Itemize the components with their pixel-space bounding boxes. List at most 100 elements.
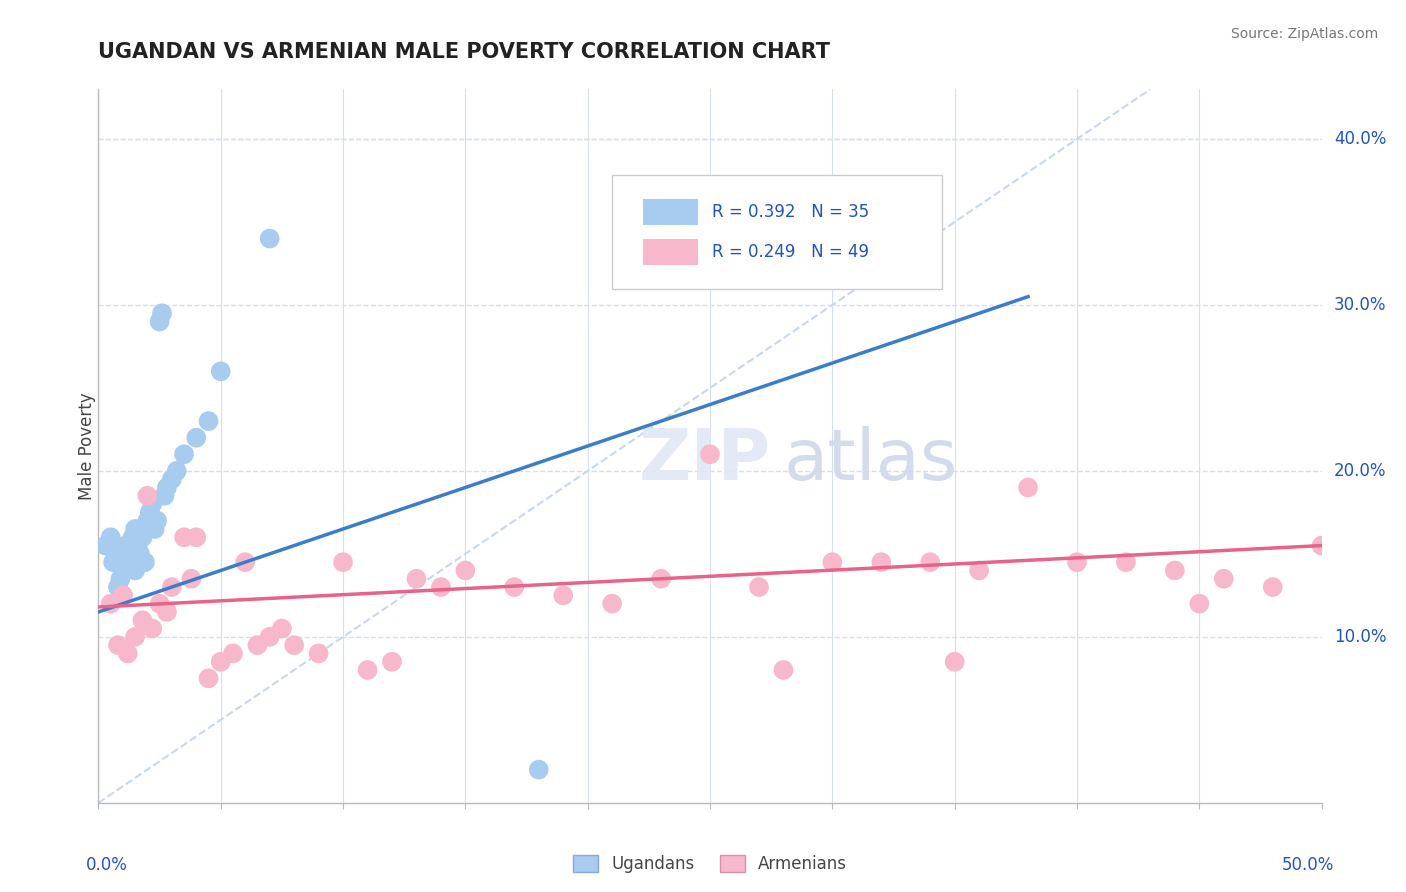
Armenians — [1115, 555, 1137, 569]
Armenians — [699, 447, 721, 461]
Armenians — [381, 655, 404, 669]
Armenians — [920, 555, 942, 569]
Ugandans — [173, 447, 195, 461]
Ugandans — [136, 514, 159, 528]
Ugandans — [146, 514, 169, 528]
Text: R = 0.249   N = 49: R = 0.249 N = 49 — [713, 243, 869, 260]
Armenians — [1261, 580, 1284, 594]
Ugandans — [94, 539, 117, 553]
Ugandans — [129, 547, 152, 561]
Text: 20.0%: 20.0% — [1334, 462, 1386, 480]
Armenians — [100, 597, 122, 611]
Armenians — [600, 597, 623, 611]
Armenians — [356, 663, 378, 677]
Armenians — [180, 572, 202, 586]
Armenians — [503, 580, 526, 594]
FancyBboxPatch shape — [643, 199, 697, 225]
Armenians — [131, 613, 153, 627]
Ugandans — [160, 472, 183, 486]
Armenians — [270, 622, 294, 636]
Armenians — [1017, 481, 1039, 495]
Armenians — [1164, 564, 1187, 578]
Armenians — [405, 572, 427, 586]
Ugandans — [121, 530, 143, 544]
Text: 40.0%: 40.0% — [1334, 130, 1386, 148]
Ugandans — [110, 572, 132, 586]
Text: 0.0%: 0.0% — [86, 856, 128, 874]
Armenians — [107, 638, 129, 652]
Ugandans — [166, 464, 188, 478]
Armenians — [160, 580, 183, 594]
Armenians — [233, 555, 256, 569]
Armenians — [124, 630, 146, 644]
Ugandans — [209, 364, 232, 378]
Armenians — [222, 647, 245, 661]
Ugandans — [107, 580, 129, 594]
Ugandans — [156, 481, 179, 495]
Text: ZIP: ZIP — [638, 425, 772, 495]
Text: R = 0.392   N = 35: R = 0.392 N = 35 — [713, 203, 870, 221]
Ugandans — [111, 564, 134, 578]
Armenians — [156, 605, 179, 619]
Armenians — [454, 564, 477, 578]
Armenians — [870, 555, 893, 569]
Armenians — [197, 671, 219, 685]
Armenians — [308, 647, 330, 661]
Armenians — [259, 630, 281, 644]
Ugandans — [150, 306, 173, 320]
Text: 50.0%: 50.0% — [1281, 856, 1334, 874]
Text: 10.0%: 10.0% — [1334, 628, 1386, 646]
Armenians — [332, 555, 354, 569]
Ugandans — [134, 555, 156, 569]
Armenians — [1212, 572, 1234, 586]
Y-axis label: Male Poverty: Male Poverty — [79, 392, 96, 500]
Ugandans — [117, 547, 139, 561]
Text: 30.0%: 30.0% — [1334, 296, 1386, 314]
Ugandans — [149, 314, 172, 328]
Armenians — [246, 638, 269, 652]
Ugandans — [141, 497, 163, 511]
Ugandans — [143, 522, 166, 536]
Armenians — [141, 622, 163, 636]
Ugandans — [124, 564, 146, 578]
FancyBboxPatch shape — [612, 175, 942, 289]
Armenians — [943, 655, 966, 669]
Ugandans — [527, 763, 550, 777]
Ugandans — [100, 530, 122, 544]
Ugandans — [120, 555, 142, 569]
Ugandans — [197, 414, 219, 428]
Ugandans — [139, 505, 162, 519]
Armenians — [186, 530, 208, 544]
Text: atlas: atlas — [783, 425, 957, 495]
Armenians — [149, 597, 172, 611]
Text: Source: ZipAtlas.com: Source: ZipAtlas.com — [1230, 27, 1378, 41]
Armenians — [430, 580, 453, 594]
Ugandans — [104, 547, 127, 561]
Armenians — [772, 663, 794, 677]
Armenians — [553, 588, 575, 602]
Ugandans — [127, 539, 149, 553]
Armenians — [748, 580, 770, 594]
Text: UGANDAN VS ARMENIAN MALE POVERTY CORRELATION CHART: UGANDAN VS ARMENIAN MALE POVERTY CORRELA… — [98, 43, 831, 62]
Ugandans — [111, 588, 134, 602]
Armenians — [821, 555, 844, 569]
FancyBboxPatch shape — [643, 239, 697, 265]
Armenians — [209, 655, 232, 669]
Ugandans — [101, 555, 124, 569]
Armenians — [136, 489, 159, 503]
Ugandans — [131, 530, 153, 544]
Armenians — [967, 564, 990, 578]
Armenians — [111, 588, 134, 602]
Armenians — [650, 572, 672, 586]
Armenians — [117, 647, 139, 661]
Armenians — [283, 638, 305, 652]
Ugandans — [124, 522, 146, 536]
Armenians — [1310, 539, 1333, 553]
Ugandans — [259, 231, 281, 245]
Ugandans — [114, 539, 136, 553]
Legend: Ugandans, Armenians: Ugandans, Armenians — [567, 848, 853, 880]
Ugandans — [186, 431, 208, 445]
Armenians — [173, 530, 195, 544]
Armenians — [1188, 597, 1211, 611]
Armenians — [1066, 555, 1088, 569]
